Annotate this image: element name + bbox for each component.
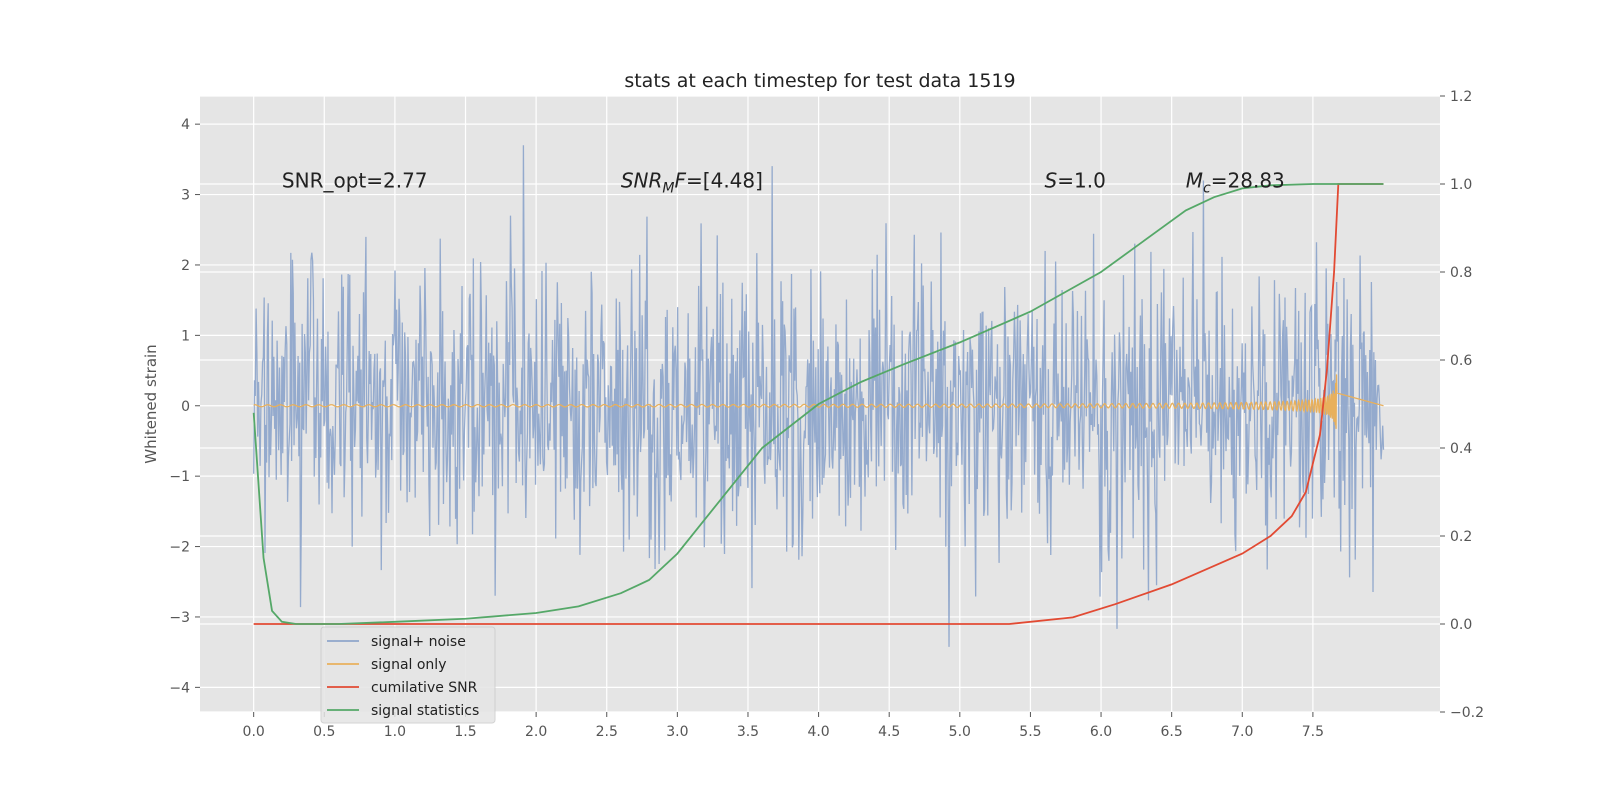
y2-tick-label: −0.2 [1450, 705, 1484, 721]
line-series [252, 183, 1384, 625]
x-tick-label: 1.0 [384, 724, 406, 740]
signal-noise-line [253, 145, 1385, 647]
signal-only-line [253, 374, 1384, 429]
x-tick-label: 5.5 [1019, 724, 1041, 740]
x-tick-label: 5.0 [949, 724, 971, 740]
x-tick-label: 7.0 [1231, 724, 1253, 740]
y2-tick-label: 0.2 [1450, 529, 1472, 545]
cumilative-snr-line [253, 183, 1384, 625]
annotations: SNR_opt=2.77 SNRMF=[4.48] S=1.0 Mc=28.83 [282, 168, 1285, 196]
annotation-text: S=1.0 [1045, 168, 1106, 192]
legend-label: signal only [371, 657, 446, 673]
annotation-text: SNRMF=[4.48] [621, 168, 763, 196]
y-tick-label: −2 [169, 540, 190, 556]
x-tick-label: 3.5 [737, 724, 759, 740]
y-tick-label: 3 [181, 188, 190, 204]
legend-box [320, 626, 496, 724]
x-tick-label: 0.5 [313, 724, 335, 740]
y2-tick-label: 0.8 [1450, 265, 1472, 281]
y-tick-label: 1 [181, 328, 190, 344]
x-tick-label: 4.0 [807, 724, 829, 740]
x-tick-label: 2.0 [525, 724, 547, 740]
y-tick-label: 4 [181, 117, 190, 133]
y2-tick-label: 1.2 [1450, 89, 1472, 105]
y2-tick-label: 0.0 [1450, 617, 1472, 633]
x-tick-label: 2.5 [596, 724, 618, 740]
signal-only-series [253, 374, 1384, 429]
x-tick-label: 1.5 [454, 724, 476, 740]
x-tick-label: 7.5 [1302, 724, 1324, 740]
y-axis-label: Whitened strain [142, 344, 160, 463]
y-tick-label: −3 [169, 610, 190, 626]
x-axis-ticks: 0.0 0.5 1.0 1.5 2.0 2.5 3.0 3.5 4.0 4.5 5.0 5.5 6.0 6… [243, 712, 1324, 740]
x-tick-label: 6.0 [1090, 724, 1112, 740]
y-tick-label: −4 [169, 680, 190, 696]
legend-label: cumilative SNR [371, 680, 478, 696]
annotation-text: SNR_opt=2.77 [282, 168, 428, 192]
y2-axis-ticks: 1.2 1.0 0.8 0.6 0.4 0.2 0.0 −0.2 [1440, 89, 1484, 721]
legend-label: signal statistics [371, 703, 479, 719]
y-tick-label: 0 [181, 399, 190, 415]
annotation-text: Mc=28.83 [1186, 168, 1285, 196]
y-axis-ticks: 4 3 2 1 0 −1 −2 −3 −4 [169, 117, 200, 696]
x-tick-label: 6.5 [1161, 724, 1183, 740]
signal-statistics-line [252, 183, 1384, 625]
x-tick-label: 4.5 [878, 724, 900, 740]
y2-tick-label: 1.0 [1450, 177, 1472, 193]
signal-noise-series [253, 145, 1385, 647]
x-tick-label: 0.0 [243, 724, 265, 740]
x-tick-label: 3.0 [666, 724, 688, 740]
chart-title: stats at each timestep for test data 151… [624, 70, 1015, 92]
legend-label: signal+ noise [371, 634, 466, 650]
y2-tick-label: 0.6 [1450, 353, 1472, 369]
y2-tick-label: 0.4 [1450, 441, 1472, 457]
y-tick-label: −1 [169, 469, 190, 485]
y-tick-label: 2 [181, 258, 190, 274]
legend: signal+ noise signal only cumilative SNR si… [320, 626, 496, 724]
